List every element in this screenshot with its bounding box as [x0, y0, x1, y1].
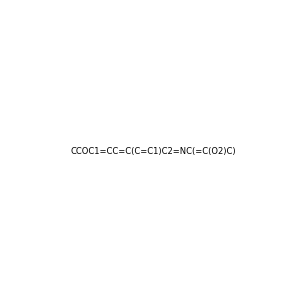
Text: CCOC1=CC=C(C=C1)C2=NC(=C(O2)C): CCOC1=CC=C(C=C1)C2=NC(=C(O2)C) — [71, 147, 237, 156]
